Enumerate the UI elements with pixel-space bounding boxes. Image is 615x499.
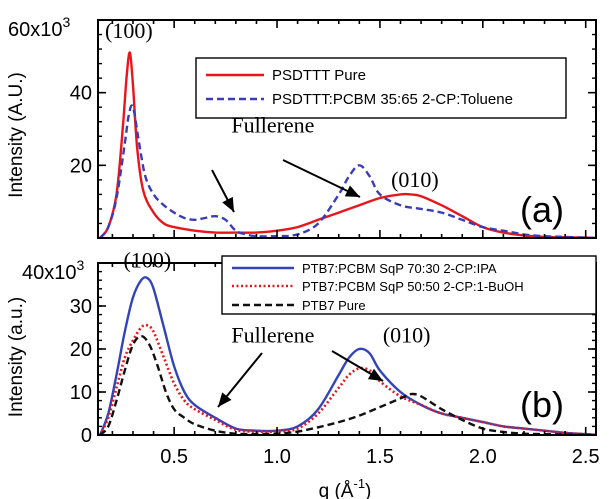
y-tick-label: 40 bbox=[70, 83, 92, 105]
annotation-label: (010) bbox=[391, 167, 439, 192]
annotation-label: (100) bbox=[124, 247, 172, 272]
arrow-head bbox=[344, 185, 360, 197]
y-top-tick-value: 40 bbox=[22, 262, 44, 284]
y-multiplier-exponent: 3 bbox=[77, 257, 85, 273]
annotation-label: (100) bbox=[105, 18, 153, 43]
legend-label-2: PSDTTT:PCBM 35:65 2-CP:Toluene bbox=[272, 91, 513, 108]
y-tick-label: 0 bbox=[81, 425, 92, 447]
x-tick-label: 0.5 bbox=[160, 446, 188, 468]
y-axis-label: Intensity (a.u.) bbox=[6, 297, 27, 417]
y-multiplier-exponent: 3 bbox=[63, 14, 71, 30]
legend-box bbox=[195, 57, 567, 119]
x-axis-label-exponent: -1 bbox=[353, 476, 365, 491]
y-tick-label: 10 bbox=[70, 382, 92, 404]
arrow-line bbox=[282, 159, 361, 198]
panel-a: 20 40 60x103 Intensity (A.U.) (a) PSDTTT Pure… bbox=[6, 14, 597, 239]
x-tick-label: 1.5 bbox=[366, 446, 394, 468]
y-top-tick-value: 60 bbox=[8, 19, 30, 41]
annotation-label: Fullerene bbox=[231, 113, 314, 138]
y-axis-label: Intensity (A.U.) bbox=[6, 72, 27, 198]
x-tick-label: 2.5 bbox=[572, 446, 600, 468]
arrow-head bbox=[218, 392, 232, 407]
x-axis-label-close: ) bbox=[365, 481, 371, 499]
legend-label-3: PTB7 Pure bbox=[302, 298, 366, 313]
plot-frame bbox=[97, 19, 597, 239]
y-top-tick-label: 40x103 bbox=[22, 257, 85, 284]
panel-b: 0 10 20 30 40x103 Intensity (a.u.) 0.5 1.0 1.5 2.… bbox=[6, 247, 600, 499]
y-tick-label: 20 bbox=[70, 155, 92, 177]
y-top-tick-label: 60x103 bbox=[8, 14, 71, 41]
y-multiplier: x10 bbox=[44, 262, 76, 284]
x-tick-label: 1.0 bbox=[263, 446, 291, 468]
legend-label-1: PTB7:PCBM SqP 70:30 2-CP:IPA bbox=[302, 261, 497, 276]
annotation-label: (010) bbox=[383, 323, 431, 348]
x-axis-label-text: q (Å bbox=[319, 481, 354, 499]
series-line-1 bbox=[98, 276, 596, 435]
y-tick-label: 30 bbox=[70, 296, 92, 318]
legend-box bbox=[221, 255, 597, 315]
panel-label: (a) bbox=[520, 189, 564, 230]
panel-label: (b) bbox=[520, 384, 564, 425]
annotation-label: Fullerene bbox=[231, 323, 314, 348]
legend-label-1: PSDTTT Pure bbox=[272, 67, 366, 84]
x-tick-label: 2.0 bbox=[469, 446, 497, 468]
x-axis-label: q (Å-1) bbox=[319, 476, 372, 499]
y-tick-label: 20 bbox=[70, 339, 92, 361]
y-multiplier: x10 bbox=[30, 19, 62, 41]
arrow-head bbox=[367, 368, 383, 381]
arrow-head bbox=[222, 196, 234, 212]
legend-label-2: PTB7:PCBM SqP 50:50 2-CP:1-BuOH bbox=[302, 279, 524, 294]
series-line-2 bbox=[99, 104, 596, 238]
